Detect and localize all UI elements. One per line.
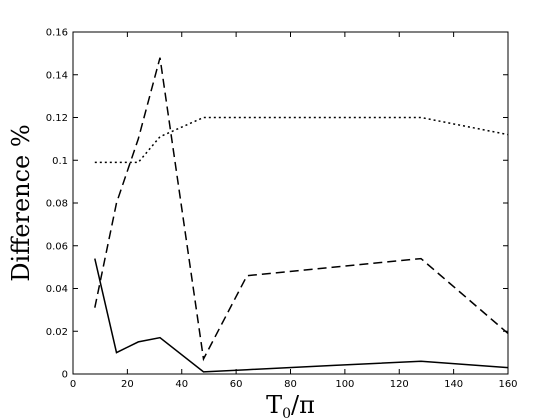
tick-labels-layer: 0 20 40 60 80 100 120 140 160 0 0.02 0.04 0.06 0.08 0.… xyxy=(46,28,518,391)
y-tick-label: 0.14 xyxy=(46,70,68,81)
x-axis-title-main: T xyxy=(266,391,282,419)
plot-frame xyxy=(72,31,509,375)
y-tick-label: 0 xyxy=(62,370,68,381)
y-tick-label: 0.02 xyxy=(46,327,68,338)
series-layer xyxy=(94,57,509,373)
x-tick-label: 20 xyxy=(121,379,134,390)
x-tick-label: 80 xyxy=(284,379,297,390)
y-tick-label: 0.08 xyxy=(46,199,68,210)
y-tick-label: 0.16 xyxy=(46,28,68,39)
y-tick-label: 0.12 xyxy=(46,113,68,124)
y-tick-label: 0.1 xyxy=(52,156,68,167)
series-line-dashed xyxy=(94,57,509,362)
y-tick-label: 0.04 xyxy=(46,284,68,295)
x-axis-title-suffix: /π xyxy=(291,391,315,419)
y-axis-title: Difference % xyxy=(7,124,35,281)
x-tick-label: 40 xyxy=(175,379,188,390)
x-axis-title: T0/π xyxy=(266,391,315,420)
x-tick-label: 0 xyxy=(70,379,76,390)
series-line-dotted xyxy=(94,116,509,164)
x-axis-title-subscript: 0 xyxy=(282,406,291,420)
x-tick-label: 100 xyxy=(335,379,354,390)
x-tick-label: 60 xyxy=(230,379,243,390)
y-tick-label: 0.06 xyxy=(46,241,68,252)
series-line-solid xyxy=(94,258,509,373)
x-tick-label: 140 xyxy=(444,379,463,390)
ticks-layer xyxy=(72,31,509,375)
x-tick-label: 160 xyxy=(498,379,517,390)
x-tick-label: 120 xyxy=(390,379,409,390)
